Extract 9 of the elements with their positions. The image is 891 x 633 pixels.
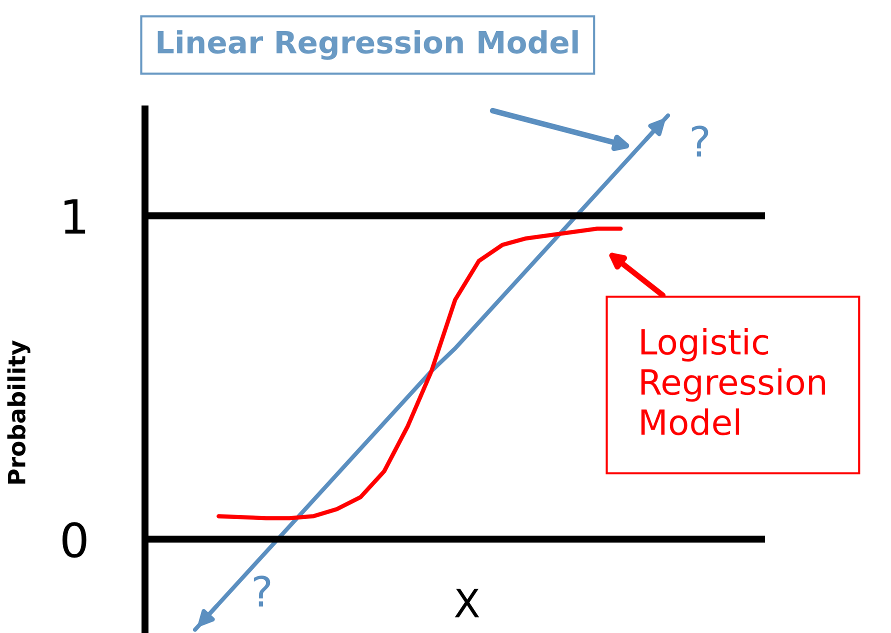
y-tick-label: 0 [62, 522, 86, 558]
text: ? [692, 126, 708, 156]
y-axis-title: Probability [7, 340, 30, 484]
annotation: ? [254, 576, 270, 606]
chart-title: Linear Regression Model [158, 30, 578, 60]
line-series [216, 226, 623, 520]
y-tick-label: 1 [64, 199, 86, 234]
annotation: Logistic Regression Model [641, 328, 825, 436]
x-axis-title: X [454, 588, 480, 618]
